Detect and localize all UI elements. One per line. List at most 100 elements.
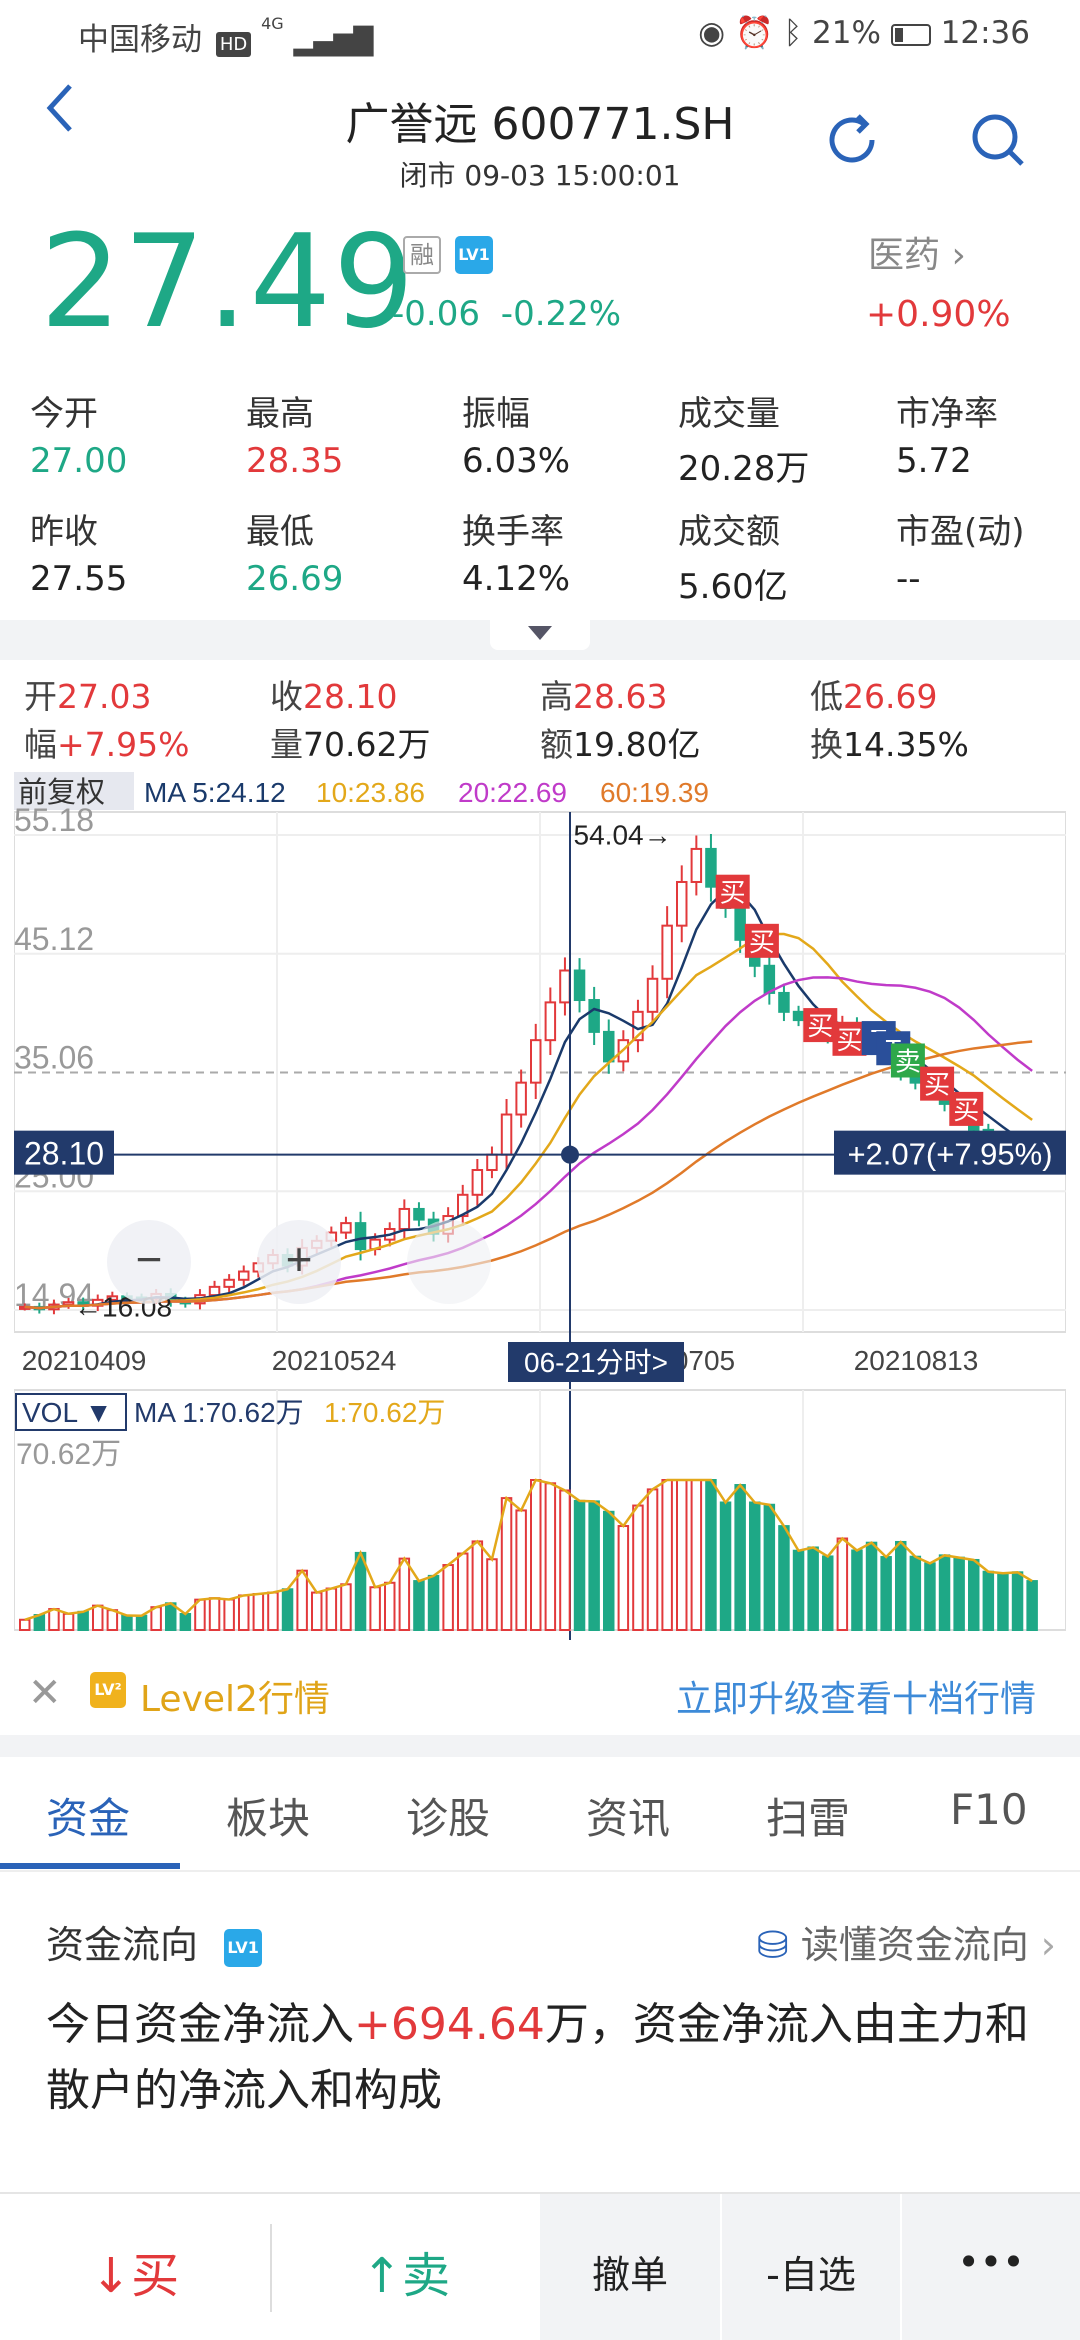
x-tick-1: 20210524 <box>272 1345 397 1376</box>
tab-5[interactable]: F10 <box>950 1785 1028 1834</box>
vol-bar <box>719 1501 732 1631</box>
fund-flow-section: 资金流向 LV1 ⛁ 读懂资金流向 › 今日资金净流入+694.64万，资金净流… <box>0 1872 1080 2192</box>
candle-body <box>238 1270 250 1281</box>
kline-chart[interactable]: 前复权 MA 5:24.12 10:23.86 20:22.69 60:19.39 55.… <box>13 770 1067 1770</box>
watchlist-button[interactable]: -自选 <box>722 2194 900 2340</box>
vol-bar <box>778 1525 790 1632</box>
tab-2[interactable]: 诊股 <box>406 1794 491 1843</box>
stat-4: 市净率 5.72 <box>896 386 998 481</box>
vol-bar <box>398 1557 411 1631</box>
vol-bar <box>763 1503 776 1632</box>
ohlc-3: 低26.69 <box>810 670 937 718</box>
signal-badge <box>715 874 750 909</box>
network-type: 4G <box>261 14 284 33</box>
vol-bar <box>62 1612 75 1631</box>
price-change: -0.06 -0.22% <box>392 294 621 334</box>
stat-value: 6.03% <box>462 441 571 481</box>
ohlc-1: 收28.10 <box>270 670 397 718</box>
vol-bar <box>252 1592 265 1632</box>
detail-tabs: 资金 板块 诊股 资讯 扫雷 F10 <box>0 1757 1080 1872</box>
candle-body <box>588 999 600 1033</box>
signal-2: 买 <box>807 1011 833 1041</box>
section-divider-2 <box>0 1735 1080 1757</box>
close-icon[interactable]: ✕ <box>28 1670 62 1716</box>
expand-toggle[interactable] <box>490 620 590 650</box>
candle-body <box>705 847 717 888</box>
candle-body <box>530 1039 542 1084</box>
vol-bar <box>19 1618 31 1631</box>
back-button[interactable] <box>40 78 100 158</box>
signal-badge <box>832 1021 867 1056</box>
vol-bar <box>413 1580 425 1632</box>
signal-badge <box>803 1008 838 1043</box>
vol-bar <box>48 1608 60 1631</box>
vol-bar <box>997 1572 1009 1631</box>
vol-bar <box>223 1598 235 1631</box>
candle-body <box>661 924 673 980</box>
zoom-in-bg[interactable] <box>257 1220 341 1304</box>
vol-bar <box>690 1479 703 1631</box>
candle-body <box>646 977 659 1013</box>
flow-text-pre: 今日资金净流入 <box>46 1999 354 2050</box>
vol-bar <box>573 1499 586 1631</box>
vol-bar <box>354 1551 367 1632</box>
buy-arrow-icon: ↓ <box>90 2248 132 2304</box>
eye-icon: ◉ <box>698 15 726 51</box>
signal-3: 买 <box>836 1025 862 1055</box>
candle-body <box>413 1207 425 1221</box>
tab-4[interactable]: 扫雷 <box>766 1794 851 1843</box>
buy-button[interactable]: ↓买 <box>0 2194 270 2340</box>
vol-bar <box>865 1541 878 1631</box>
vol-bar <box>938 1554 951 1631</box>
adjust-label: 前复权 <box>18 776 105 809</box>
ma-label-3: 60:19.39 <box>600 777 709 808</box>
candle-body <box>208 1285 221 1297</box>
vol-bar <box>924 1562 936 1631</box>
vol-bar <box>588 1500 600 1632</box>
kline-summary: 开27.03 收28.10 高28.63 低26.69 幅+7.95% 量70.62万 额1… <box>0 660 1080 770</box>
ohlc-key: 额 <box>540 725 573 764</box>
caret-down-icon <box>528 626 552 640</box>
ohlc-value: 26.69 <box>843 677 938 716</box>
candle-body <box>340 1222 352 1234</box>
flow-text-post: 万，资金净流入由主力和散户的净流入和构成 <box>46 1999 1029 2116</box>
status-bar: 中国移动 HD 4G ▂▄▆█ ◉ ⏰ ᛒ 21% 12:36 <box>0 0 1080 70</box>
level2-bar: ✕ LV² Level2行情 立即升级查看十档行情 <box>0 1630 1080 1740</box>
cross-change-bg <box>834 1130 1066 1175</box>
upgrade-link[interactable]: 立即升级查看十档行情 <box>675 1679 1036 1720</box>
bluetooth-icon: ᛒ <box>783 15 803 51</box>
stat-value: 28.35 <box>246 441 344 481</box>
vol-bar <box>311 1591 323 1632</box>
hd-badge: HD <box>215 32 252 57</box>
quote-panel: 27.49 融 LV1 -0.06 -0.22% 医药 › +0.90% 今开 2… <box>0 200 1080 620</box>
kline-svg[interactable]: 前复权 MA 5:24.12 10:23.86 20:22.69 60:19.39 55.… <box>13 770 1067 1640</box>
vol-bar <box>369 1586 381 1632</box>
ohlc-0: 开27.03 <box>24 670 151 718</box>
more-button[interactable]: ••• <box>902 2194 1080 2340</box>
stat-label: 成交额 <box>678 512 780 552</box>
candle-body <box>763 964 776 994</box>
cross-change: +2.07(+7.95%) <box>847 1137 1052 1172</box>
vol-bar <box>267 1591 279 1631</box>
fund-flow-help-link[interactable]: ⛁ 读懂资金流向 › <box>757 1914 1056 1969</box>
sell-button[interactable]: ↑卖 <box>272 2194 540 2340</box>
sector-link[interactable]: 医药 › <box>868 226 966 278</box>
signal-badge <box>744 923 779 958</box>
chevron-right-icon: › <box>1040 1923 1056 1967</box>
refresh-button[interactable] <box>822 110 882 174</box>
ohlc-key: 量 <box>270 725 303 764</box>
candle-body <box>500 1113 513 1156</box>
signal-0: 买 <box>720 878 746 908</box>
vol-bar <box>427 1574 440 1631</box>
zoom-out-bg[interactable] <box>107 1220 191 1304</box>
search-button[interactable] <box>968 110 1028 174</box>
cancel-order-button[interactable]: 撤单 <box>540 2194 720 2340</box>
sell-arrow-icon: ↑ <box>361 2248 403 2304</box>
ohlc-5: 量70.62万 <box>270 718 430 766</box>
stat-7: 换手率 4.12% <box>462 504 570 599</box>
tab-0[interactable]: 资金 <box>46 1794 131 1843</box>
tab-3[interactable]: 资讯 <box>586 1794 671 1843</box>
vol-bar <box>515 1509 527 1631</box>
adjust-bg <box>14 772 134 810</box>
tab-1[interactable]: 板块 <box>226 1794 311 1843</box>
